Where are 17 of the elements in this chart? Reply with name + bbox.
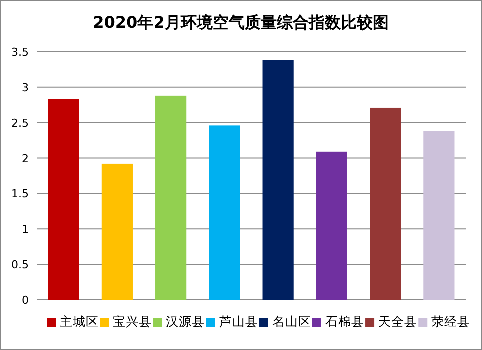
y-tick-label: 3.5 xyxy=(12,46,29,59)
chart-title: 2020年2月环境空气质量综合指数比较图 xyxy=(93,13,389,32)
legend-label: 汉源县 xyxy=(166,314,206,329)
legend-label: 名山区 xyxy=(272,314,312,329)
y-tick-label: 0 xyxy=(22,294,29,307)
y-tick-label: 2.5 xyxy=(12,116,29,130)
y-tick-label: 1 xyxy=(22,223,29,236)
y-tick-label: 1.5 xyxy=(12,188,29,201)
legend-label: 主城区 xyxy=(60,314,99,329)
y-tick-label: 0.5 xyxy=(12,258,29,272)
y-tick-label: 3 xyxy=(22,81,29,94)
legend-label: 天全县 xyxy=(378,314,418,329)
legend-label: 石棉县 xyxy=(325,314,364,329)
legend-label: 芦山县 xyxy=(219,314,258,329)
y-tick-label: 2 xyxy=(22,152,29,166)
legend-label: 荥经县 xyxy=(432,314,471,329)
legend-label: 宝兴县 xyxy=(113,314,152,329)
